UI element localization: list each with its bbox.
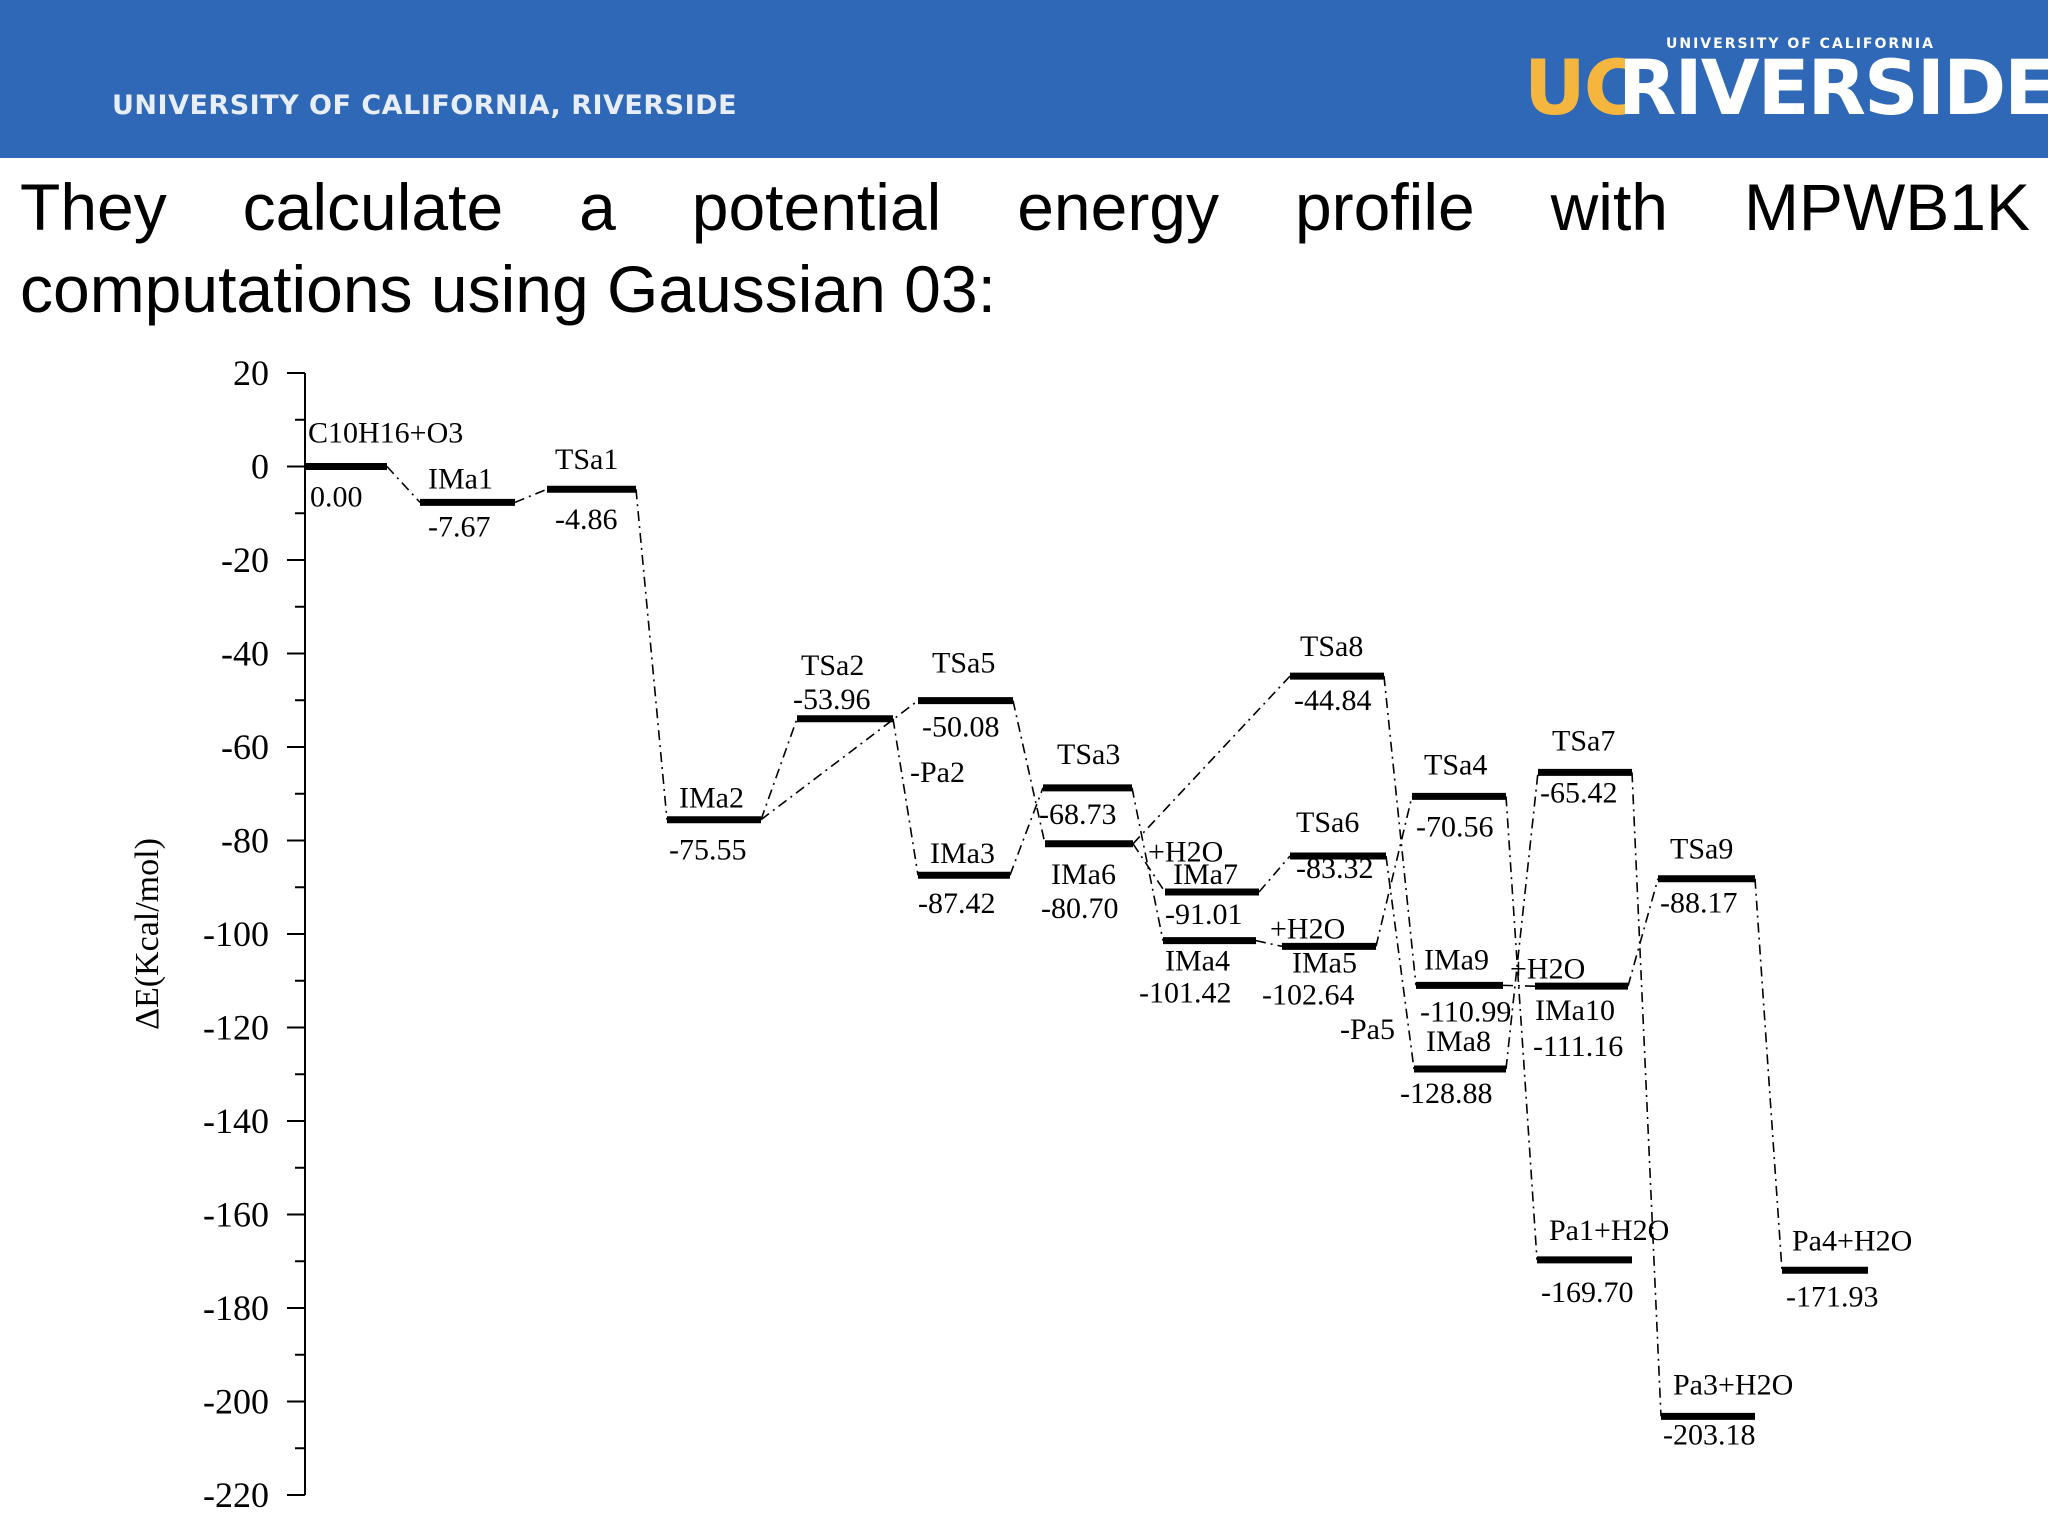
connector-ima7-tsa6 — [1258, 855, 1291, 893]
level-value-tsa9: -88.17 — [1660, 887, 1738, 920]
y-tick-label: -160 — [203, 1195, 269, 1235]
connector-ima2-tsa2 — [760, 718, 798, 820]
level-value-ima1: -7.67 — [428, 510, 491, 543]
side-label-4: +H2O — [1510, 952, 1585, 985]
level-value-tsa2: -53.96 — [793, 683, 871, 716]
connector-ima5-tsa4 — [1375, 796, 1413, 947]
level-name-start: C10H16+O3 — [308, 417, 463, 450]
level-name-tsa7: TSa7 — [1552, 724, 1615, 757]
level-name-pa3: Pa3+H2O — [1673, 1368, 1793, 1401]
level-name-tsa5: TSa5 — [932, 647, 995, 680]
level-value-pa3: -203.18 — [1663, 1418, 1756, 1451]
level-name-ima9: IMa9 — [1424, 943, 1489, 976]
level-name-ima4: IMa4 — [1165, 945, 1230, 978]
level-value-start: 0.00 — [310, 481, 363, 514]
level-value-ima6: -80.70 — [1041, 892, 1119, 925]
level-name-pa4: Pa4+H2O — [1792, 1224, 1912, 1257]
level-name-ima2: IMa2 — [679, 782, 744, 815]
side-label-0: -Pa2 — [910, 756, 965, 789]
level-value-ima3: -87.42 — [918, 887, 996, 920]
y-tick-label: -120 — [203, 1008, 269, 1048]
level-name-tsa8: TSa8 — [1300, 630, 1363, 663]
level-name-tsa9: TSa9 — [1670, 833, 1733, 866]
level-name-tsa1: TSa1 — [555, 443, 618, 476]
level-value-tsa7: -65.42 — [1540, 776, 1618, 809]
level-name-pa1: Pa1+H2O — [1549, 1214, 1669, 1247]
connector-tsa1-ima2 — [635, 489, 668, 820]
level-value-tsa3: -68.73 — [1039, 798, 1117, 831]
slide-heading: They calculate a potential energy profil… — [20, 170, 2030, 326]
level-value-tsa4: -70.56 — [1416, 810, 1494, 843]
ucr-logo: UNIVERSITY OF CALIFORNIA UC RIVERSIDE — [1524, 30, 2048, 132]
side-label-2: +H2O — [1148, 836, 1223, 869]
connector-tsa5-ima6 — [1012, 700, 1046, 844]
side-label-3: +H2O — [1270, 913, 1345, 946]
y-tick-label: -100 — [203, 914, 269, 954]
level-value-pa4: -171.93 — [1786, 1280, 1879, 1313]
level-value-tsa1: -4.86 — [555, 503, 618, 536]
y-axis-label: ΔE(Kcal/mol) — [129, 838, 166, 1030]
y-tick-label: -140 — [203, 1101, 269, 1141]
y-tick-label: -80 — [221, 821, 269, 861]
logo-riverside-text: RIVERSIDE — [1618, 43, 2048, 132]
level-value-ima4: -101.42 — [1139, 977, 1232, 1010]
connector-ima1-tsa1 — [514, 488, 548, 504]
connector-ima3-tsa3 — [1009, 787, 1044, 876]
y-tick-label: -220 — [203, 1475, 269, 1515]
level-value-pa1: -169.70 — [1541, 1276, 1634, 1309]
level-name-tsa6: TSa6 — [1296, 806, 1359, 839]
y-tick-label: 20 — [233, 353, 269, 393]
connector-tsa6-ima8 — [1385, 855, 1415, 1070]
connector-ima10-tsa9 — [1627, 878, 1659, 987]
y-tick-label: -200 — [203, 1382, 269, 1422]
y-tick-label: -40 — [221, 634, 269, 674]
connector-ima4-ima5 — [1255, 939, 1283, 948]
header-banner: UNIVERSITY OF CALIFORNIA, RIVERSIDE UNIV… — [0, 0, 2048, 158]
connector-ima9-ima10 — [1502, 984, 1536, 987]
level-value-ima9: -110.99 — [1420, 995, 1511, 1028]
logo-small-text: UNIVERSITY OF CALIFORNIA — [1666, 36, 1935, 52]
level-value-tsa5: -50.08 — [922, 711, 1000, 744]
level-value-ima2: -75.55 — [669, 834, 747, 867]
logo-uc-text: UC — [1524, 43, 1639, 132]
connector-tsa3-ima4 — [1131, 787, 1164, 941]
y-tick-label: -20 — [221, 540, 269, 580]
connector-tsa9-pa4 — [1754, 878, 1783, 1271]
level-name-tsa3: TSa3 — [1057, 738, 1120, 771]
level-name-ima5: IMa5 — [1292, 946, 1357, 979]
level-value-ima10: -111.16 — [1533, 1030, 1623, 1063]
level-value-ima8: -128.88 — [1400, 1077, 1493, 1110]
level-name-ima10: IMa10 — [1535, 994, 1615, 1027]
connector-tsa8-ima9 — [1383, 676, 1417, 986]
level-name-tsa2: TSa2 — [801, 649, 864, 682]
y-tick-label: -180 — [203, 1288, 269, 1328]
side-label-1: -Pa5 — [1340, 1013, 1395, 1046]
level-name-ima7: IMa7 — [1173, 858, 1238, 891]
institution-name: UNIVERSITY OF CALIFORNIA, RIVERSIDE — [112, 90, 738, 121]
energy-profile-chart: 20 0 -20 -40 -60 -80 -100 -120 -140 -160 -180 -200 -… — [129, 353, 1912, 1515]
level-name-tsa4: TSa4 — [1424, 748, 1487, 781]
connector-start-ima1 — [386, 465, 421, 503]
connector-tsa7-pa3 — [1631, 772, 1662, 1417]
level-value-tsa6: -83.32 — [1296, 852, 1374, 885]
level-value-ima7: -91.01 — [1165, 898, 1243, 931]
connector-tsa2-ima3 — [892, 718, 919, 876]
connector-ima6-tsa8 — [1132, 675, 1291, 845]
level-name-ima1: IMa1 — [428, 462, 493, 495]
level-name-ima8: IMa8 — [1426, 1025, 1491, 1058]
level-name-ima3: IMa3 — [930, 837, 995, 870]
connector-ima8-tsa7 — [1505, 772, 1539, 1070]
level-value-tsa8: -44.84 — [1294, 684, 1372, 717]
level-name-ima6: IMa6 — [1051, 858, 1116, 891]
y-tick-label: -60 — [221, 727, 269, 767]
level-value-ima5: -102.64 — [1262, 978, 1355, 1011]
y-tick-label: 0 — [251, 447, 269, 487]
connector-ima6-ima7 — [1132, 843, 1166, 893]
